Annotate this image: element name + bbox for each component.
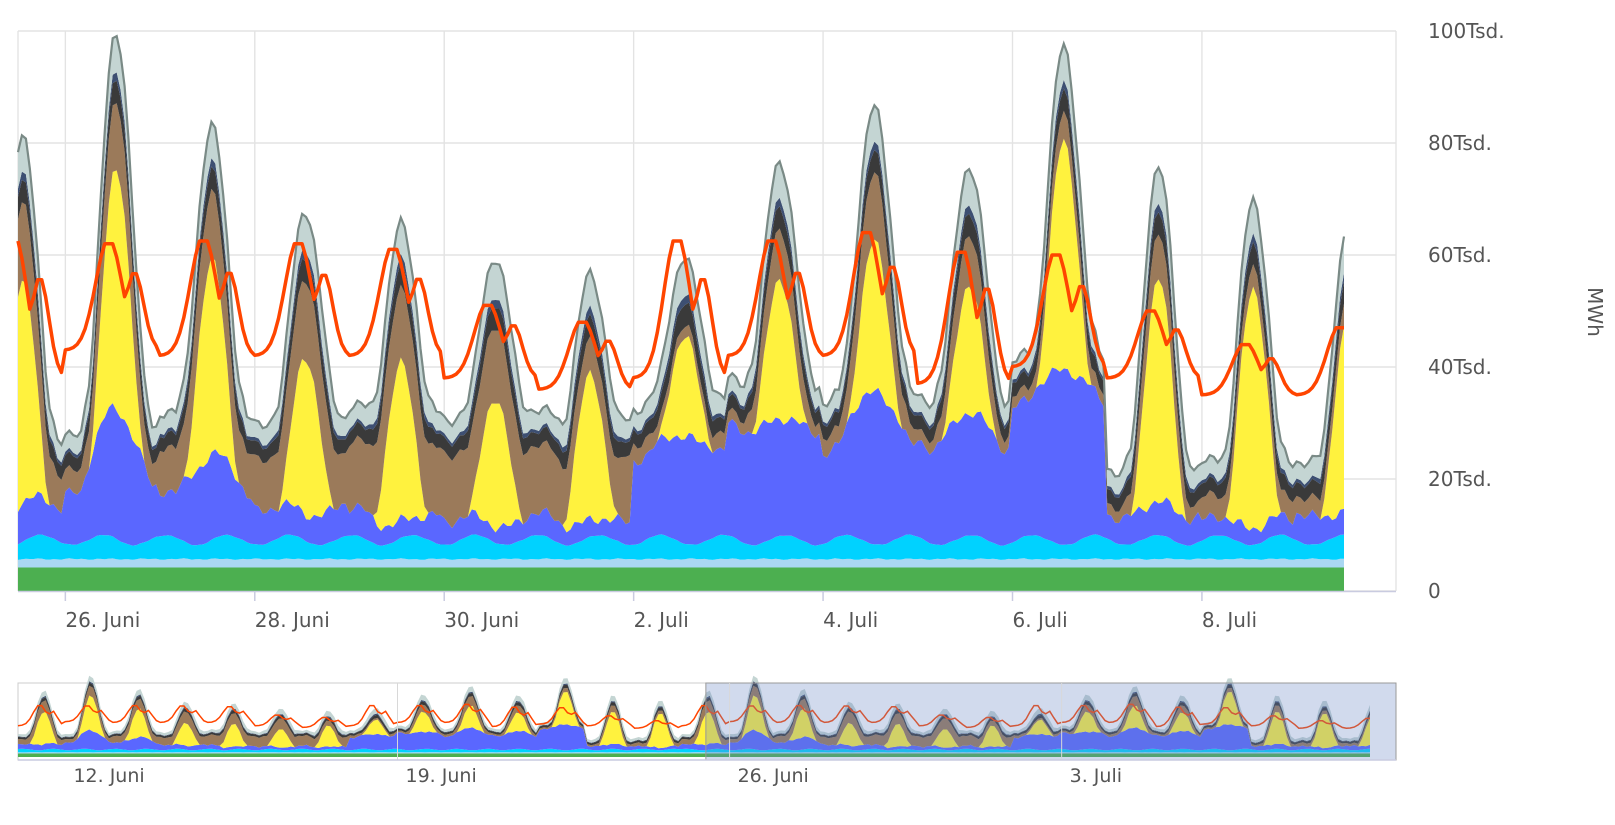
area-series-cyan xyxy=(18,534,1344,560)
y-tick-label: 0 xyxy=(1428,579,1441,603)
navigator-area-cyan xyxy=(18,748,1370,753)
x-tick-label: 4. Juli xyxy=(823,608,878,632)
navigator[interactable]: 12. Juni 19. Juni 26. Juni 3. Juli xyxy=(17,675,1397,787)
y-tick-label: 60Tsd. xyxy=(1428,243,1492,267)
navigator-tick-label: 26. Juni xyxy=(738,765,809,787)
navigator-tick-label: 19. Juni xyxy=(406,765,477,787)
y-axis-label: MWh xyxy=(1583,287,1607,337)
x-tick-label: 2. Juli xyxy=(634,608,689,632)
area-series-blue xyxy=(18,367,1344,546)
navigator-area-blue xyxy=(18,724,1370,751)
y-tick-label: 20Tsd. xyxy=(1428,467,1492,491)
price-line xyxy=(16,230,1344,397)
area-series-lightblue xyxy=(18,558,1344,568)
area-series-yellow xyxy=(18,138,1344,533)
navigator-area-lightblue xyxy=(18,752,1370,754)
stacked-areas xyxy=(16,34,1346,591)
x-axis: 26. Juni 28. Juni 30. Juni 2. Juli 4. Juli 6.… xyxy=(18,590,1396,632)
x-tick-label: 8. Juli xyxy=(1202,608,1257,632)
navigator-area-yellow xyxy=(18,692,1370,749)
x-tick-label: 26. Juni xyxy=(65,608,140,632)
x-tick-label: 28. Juni xyxy=(255,608,330,632)
navigator-selection[interactable] xyxy=(705,682,1397,761)
y-tick-label: 80Tsd. xyxy=(1428,131,1492,155)
navigator-tick-label: 3. Juli xyxy=(1070,765,1122,787)
y-tick-label: 40Tsd. xyxy=(1428,355,1492,379)
navigator-line xyxy=(17,703,1370,729)
navigator-area-green xyxy=(18,753,1370,757)
x-tick-label: 30. Juni xyxy=(444,608,519,632)
y-axis: 0 20Tsd. 40Tsd. 60Tsd. 80Tsd. 100Tsd. xyxy=(1428,19,1505,603)
line-series xyxy=(16,230,1344,397)
area-series-green xyxy=(18,567,1344,591)
area-top-outline xyxy=(16,34,1346,478)
x-tick-label: 6. Juli xyxy=(1013,608,1068,632)
y-tick-label: 100Tsd. xyxy=(1428,19,1505,43)
navigator-tick-label: 12. Juni xyxy=(73,765,144,787)
